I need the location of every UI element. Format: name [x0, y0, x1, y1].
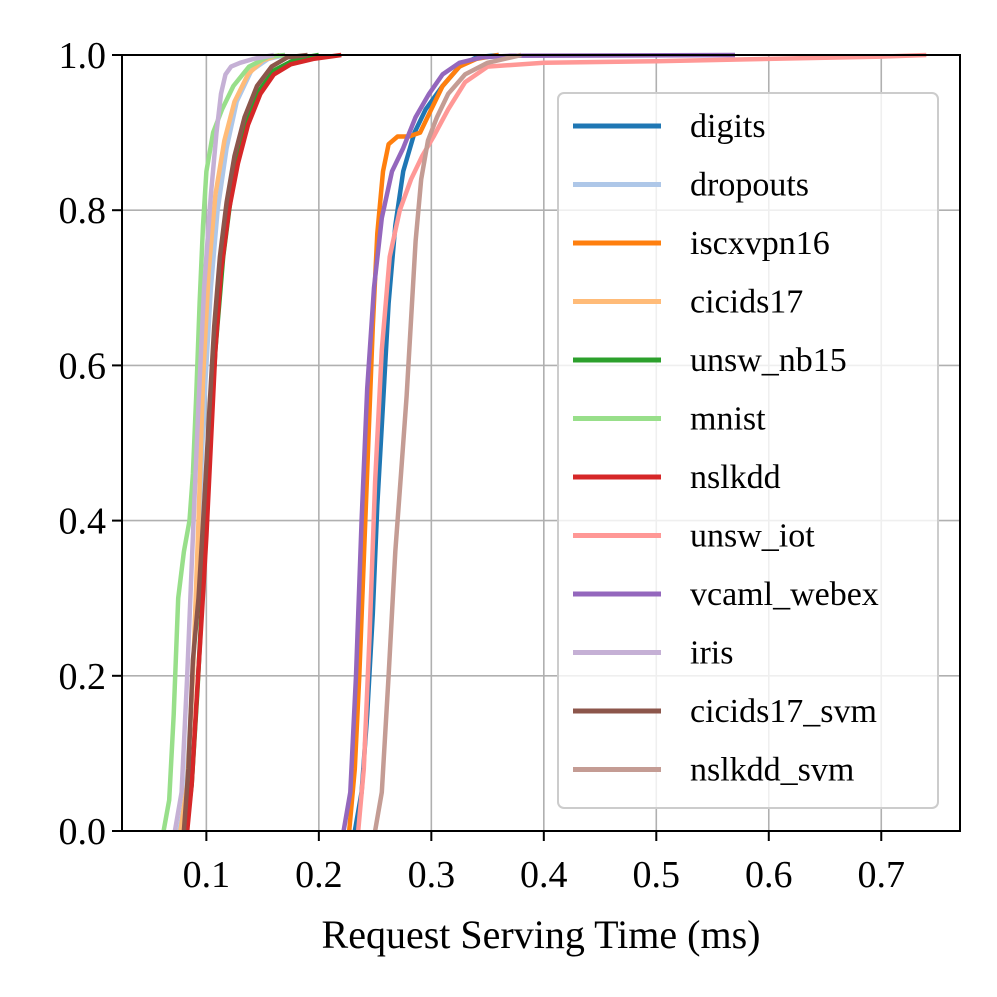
legend-label: unsw_iot — [690, 518, 815, 555]
legend-box — [557, 92, 939, 809]
y-tick-label: 0.0 — [59, 811, 107, 853]
y-tick-label: 0.6 — [59, 345, 107, 387]
x-tick-label: 0.2 — [295, 854, 343, 896]
series-line-iris — [172, 52, 275, 832]
legend-label: digits — [690, 108, 766, 145]
x-axis-title: Request Serving Time (ms) — [322, 912, 761, 957]
legend-label: iris — [690, 635, 733, 672]
series-line-vcaml-webex — [341, 52, 736, 832]
y-tick-label: 0.4 — [59, 501, 107, 543]
series-lines — [161, 52, 927, 832]
legend-label: unsw_nb15 — [690, 342, 847, 379]
series-line-cicids17-svm — [181, 52, 308, 832]
legend-label: nslkdd — [690, 459, 781, 496]
legend-label: nslkdd_svm — [690, 752, 854, 789]
legend-label: cicids17 — [690, 284, 803, 321]
x-tick-label: 0.4 — [520, 854, 568, 896]
y-tick-label: 0.8 — [59, 190, 107, 232]
series-line-nslkdd-svm — [372, 52, 522, 832]
y-tick-label: 0.2 — [59, 656, 107, 698]
legend-label: mnist — [690, 401, 766, 438]
series-line-mnist — [161, 52, 286, 832]
y-tick-label: 1.0 — [59, 35, 107, 77]
x-axis-ticks: 0.1 0.2 0.3 0.4 0.5 0.6 0.7 — [183, 831, 905, 896]
legend-label: dropouts — [690, 167, 809, 204]
series-line-iscxvpn16 — [346, 52, 500, 832]
legend: digits dropouts iscxvpn16 cicids17 unsw_nb15… — [557, 92, 939, 809]
y-axis-ticks: 0.0 0.2 0.4 0.6 0.8 1.0 — [59, 35, 122, 853]
legend-label: iscxvpn16 — [690, 225, 830, 262]
series-line-nslkdd — [184, 52, 342, 832]
legend-label: vcaml_webex — [690, 576, 879, 613]
x-tick-label: 0.3 — [408, 854, 456, 896]
plot-frame — [121, 54, 961, 832]
x-tick-label: 0.1 — [183, 854, 231, 896]
x-tick-label: 0.5 — [633, 854, 681, 896]
legend-label: cicids17_svm — [690, 693, 877, 730]
x-tick-label: 0.7 — [858, 854, 906, 896]
x-tick-label: 0.6 — [745, 854, 793, 896]
